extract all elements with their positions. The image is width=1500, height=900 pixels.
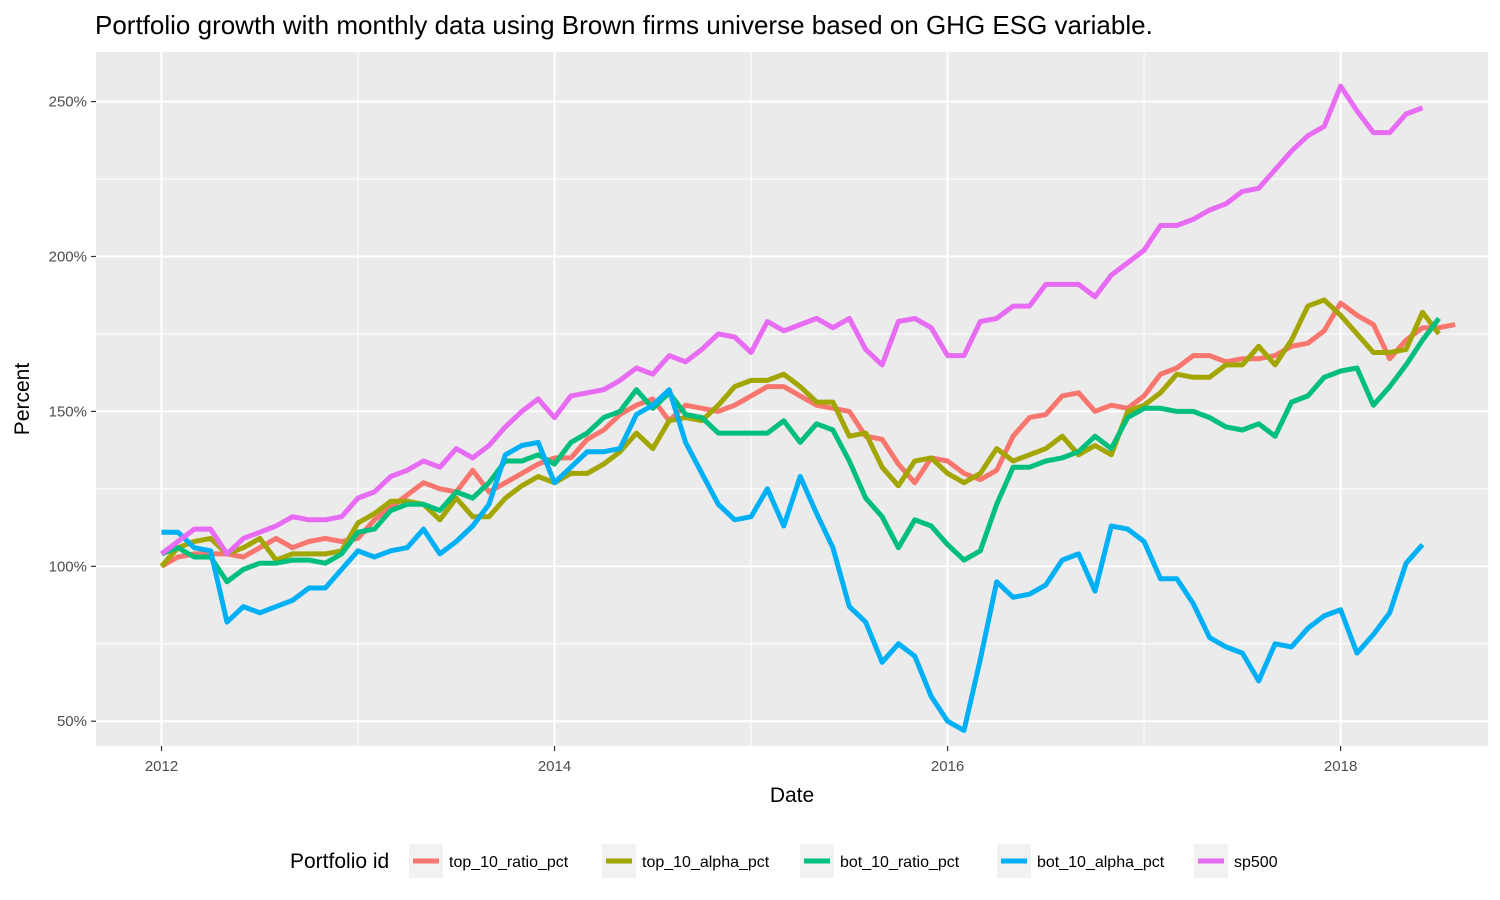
x-tick-label: 2012	[145, 758, 178, 775]
legend: Portfolio id top_10_ratio_pct top_10_alph…	[290, 844, 1278, 878]
legend-label: bot_10_ratio_pct	[840, 854, 960, 871]
series-line-bot_10_alpha_pct	[161, 387, 1425, 733]
series-line-sp500	[159, 83, 1424, 557]
legend-item-bot_10_alpha_pct: bot_10_alpha_pct	[997, 844, 1165, 878]
chart-title: Portfolio growth with monthly data using…	[95, 10, 1153, 40]
y-tick-label: 250%	[49, 94, 87, 111]
y-tick-label: 50%	[57, 713, 87, 730]
legend-item-top_10_alpha_pct: top_10_alpha_pct	[602, 844, 770, 878]
x-axis-title: Date	[770, 784, 814, 807]
axis-labels: 2012 2014 2016 2018 50% 100% 150% 200% 250%	[49, 94, 1358, 775]
series-line-top_10_ratio_pct	[160, 300, 1456, 569]
series-line-top_10_alpha_pct	[159, 297, 1441, 568]
legend-label: bot_10_alpha_pct	[1037, 854, 1165, 871]
series-layer	[159, 83, 1456, 733]
grid-major	[96, 52, 1488, 746]
axis-ticks	[91, 100, 1342, 751]
x-tick-label: 2016	[931, 758, 964, 775]
y-tick-label: 150%	[49, 403, 87, 420]
y-tick-label: 100%	[49, 558, 87, 575]
legend-label: top_10_alpha_pct	[642, 854, 770, 871]
legend-item-top_10_ratio_pct: top_10_ratio_pct	[409, 844, 569, 878]
series-line-bot_10_ratio_pct	[160, 316, 1441, 585]
grid-minor	[96, 52, 1488, 746]
legend-label: top_10_ratio_pct	[449, 854, 569, 871]
legend-item-bot_10_ratio_pct: bot_10_ratio_pct	[800, 844, 960, 878]
plot-panel	[96, 52, 1488, 746]
legend-item-sp500: sp500	[1194, 844, 1278, 878]
x-tick-label: 2014	[538, 758, 571, 775]
legend-title: Portfolio id	[290, 850, 389, 873]
y-axis-title: Percent	[11, 363, 34, 436]
y-tick-label: 200%	[49, 248, 87, 265]
x-tick-label: 2018	[1324, 758, 1357, 775]
legend-label: sp500	[1234, 854, 1278, 871]
